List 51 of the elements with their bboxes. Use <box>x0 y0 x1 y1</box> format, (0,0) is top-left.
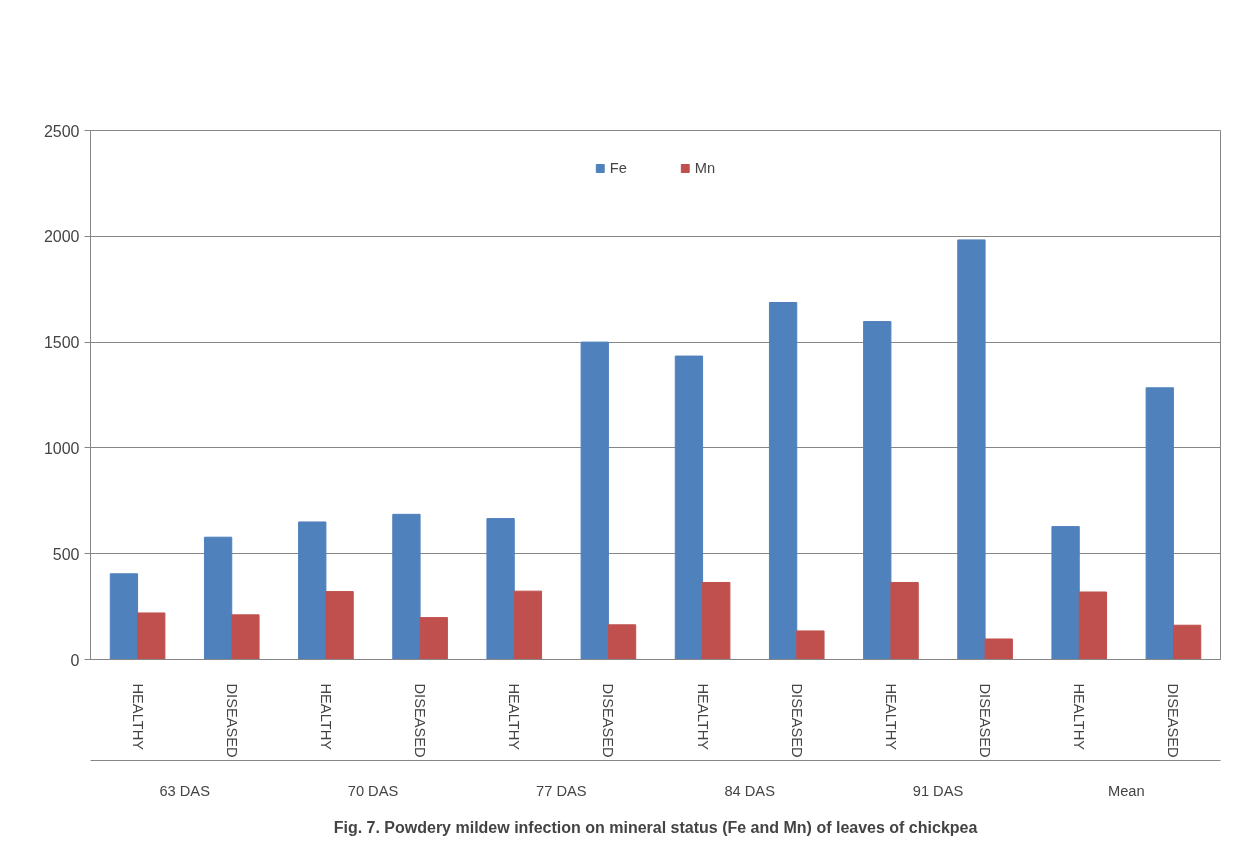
text: 70 DAS <box>347 782 399 799</box>
bar <box>863 321 892 660</box>
x-tick-label: HEALTHY <box>694 683 711 751</box>
x-tick-label: HEALTHY <box>506 683 523 751</box>
legend-label: Mn <box>694 160 716 176</box>
x-tick-label: DISEASED <box>788 683 805 758</box>
y-tick-label: 500 <box>52 545 80 563</box>
bar <box>419 617 448 660</box>
bar <box>513 590 543 660</box>
bar <box>984 638 1013 660</box>
bar <box>137 612 166 660</box>
text: Mean <box>1108 782 1145 799</box>
text: Fig. 7. Powdery mildew infection on mineral status (Fe and Mn) of leaves of chickpea <box>333 818 978 836</box>
x-tick-label: DISEASED <box>223 683 240 758</box>
text: 84 DAS <box>724 782 776 799</box>
bar <box>1078 591 1108 660</box>
bar <box>768 302 798 660</box>
x-tick-label: HEALTHY <box>882 683 899 751</box>
bar <box>580 341 609 660</box>
y-tick-label: 0 <box>70 651 80 669</box>
x-tick-label: HEALTHY <box>129 683 146 751</box>
text: 91 DAS <box>912 782 964 799</box>
bar <box>674 355 704 660</box>
y-tick-label: 1500 <box>43 334 80 352</box>
bar <box>203 536 233 660</box>
bar <box>957 239 986 660</box>
bar <box>890 581 919 660</box>
bar <box>486 518 515 660</box>
bar <box>109 573 139 660</box>
y-tick-label: 2000 <box>43 228 80 246</box>
legend-label: Fe <box>609 160 628 176</box>
bar <box>298 521 327 660</box>
x-tick-label: DISEASED <box>412 683 429 758</box>
bar <box>702 581 731 660</box>
bar <box>1172 624 1202 660</box>
x-tick-label: DISEASED <box>1165 683 1182 758</box>
text: 63 DAS <box>159 782 211 799</box>
x-tick-label: HEALTHY <box>317 683 334 751</box>
bar <box>796 630 825 660</box>
bar <box>607 624 637 660</box>
bar <box>325 591 354 660</box>
x-tick-label: DISEASED <box>977 683 994 758</box>
y-tick-label: 1000 <box>43 439 80 457</box>
bar <box>231 614 260 660</box>
bar <box>1145 387 1174 660</box>
x-tick-label: DISEASED <box>600 683 617 758</box>
y-tick-label: 2500 <box>43 122 80 140</box>
bar <box>392 513 421 660</box>
x-tick-label: HEALTHY <box>1071 683 1088 751</box>
text: 77 DAS <box>536 782 587 799</box>
bar <box>1051 526 1080 660</box>
